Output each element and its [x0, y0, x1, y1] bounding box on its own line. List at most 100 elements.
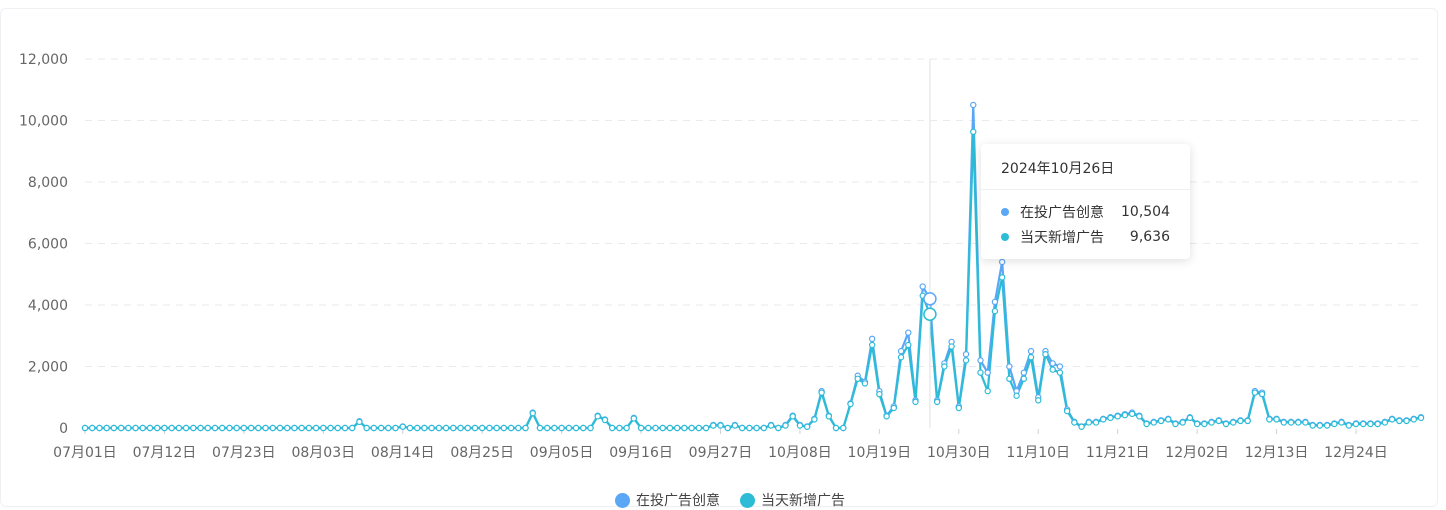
legend-item-series-1[interactable]: 在投广告创意: [615, 490, 720, 510]
chart-tooltip: 2024年10月26日 在投广告创意 10,504 当天新增广告 9,636: [981, 144, 1190, 259]
x-tick-label: 11月10日: [1006, 445, 1070, 461]
data-point: [572, 424, 580, 432]
data-point: [948, 343, 955, 350]
data-point: [1338, 419, 1345, 426]
data-point: [1309, 422, 1316, 429]
data-point: [811, 416, 818, 423]
data-point: [1367, 420, 1374, 428]
data-point: [1172, 420, 1179, 428]
data-point: [558, 424, 565, 432]
x-axis: 07月01日 07月12日 07月23日 08月03日 08月14日 08月25日 09月0…: [53, 429, 1388, 461]
x-tick-label: 12月13日: [1245, 445, 1309, 461]
data-point: [630, 415, 638, 422]
data-point: [377, 424, 385, 432]
grid-lines: [85, 58, 1421, 367]
data-point: [1381, 419, 1389, 426]
data-point: [608, 424, 616, 432]
data-point: [1266, 416, 1273, 423]
data-point: [312, 424, 320, 432]
data-point: [753, 424, 760, 432]
data-point: [1403, 417, 1410, 425]
y-tick-label: 2,000: [28, 360, 68, 376]
y-tick-label: 4,000: [28, 298, 68, 314]
data-point: [428, 424, 435, 432]
data-point: [1143, 420, 1150, 428]
data-point: [818, 389, 825, 396]
data-point: [154, 424, 161, 432]
data-point: [637, 424, 645, 432]
data-point: [825, 413, 833, 420]
data-point: [478, 424, 486, 432]
data-point: [464, 424, 471, 432]
tooltip-divider: [981, 189, 1190, 190]
data-point: [493, 424, 500, 432]
data-point: [803, 423, 811, 430]
data-point: [977, 357, 984, 364]
x-tick-label: 08月25日: [450, 445, 514, 461]
x-tick-label: 10月19日: [848, 445, 912, 461]
data-point: [370, 424, 378, 432]
data-point: [146, 424, 154, 432]
data-point: [442, 424, 450, 432]
data-point: [1323, 422, 1331, 429]
data-point: [276, 424, 284, 432]
data-point: [890, 404, 898, 412]
data-point: [298, 424, 305, 432]
data-point: [912, 398, 919, 406]
data-point: [1056, 363, 1064, 370]
y-tick-label: 12,000: [19, 52, 68, 68]
data-point: [1388, 416, 1396, 423]
data-point: [1056, 369, 1064, 376]
legend-item-series-2[interactable]: 当天新增广告: [740, 490, 845, 510]
data-point: [962, 357, 970, 364]
data-point: [1100, 416, 1107, 423]
data-point: [161, 424, 168, 432]
data-point: [363, 424, 370, 432]
data-point: [1208, 419, 1215, 426]
tooltip-date: 2024年10月26日: [1001, 161, 1115, 177]
data-point: [1157, 417, 1165, 425]
data-point: [1107, 414, 1114, 422]
data-point: [522, 424, 529, 432]
data-point: [998, 258, 1006, 266]
data-point: [1063, 407, 1071, 415]
data-point: [1049, 366, 1056, 373]
data-point: [1287, 419, 1295, 426]
y-axis: 0 2,000 4,000 6,000 8,000 10,000 12,000: [19, 52, 68, 437]
data-point: [117, 424, 125, 432]
data-point: [211, 424, 219, 432]
data-point: [139, 424, 146, 432]
series-lines: [85, 103, 1422, 430]
data-point: [255, 424, 262, 432]
data-point: [970, 101, 977, 109]
y-tick-label: 6,000: [28, 237, 68, 253]
data-point: [1128, 410, 1136, 418]
tooltip-series-2-value: 9,636: [1129, 229, 1170, 245]
data-point: [1049, 360, 1056, 367]
x-tick-label: 10月30日: [927, 445, 991, 461]
data-point: [413, 424, 421, 432]
data-point: [1280, 419, 1287, 426]
data-point: [594, 413, 601, 420]
x-tick-label: 08月03日: [291, 445, 355, 461]
data-point: [919, 283, 926, 290]
data-point: [868, 335, 876, 343]
data-point: [1230, 419, 1237, 426]
x-tick-label: 07月12日: [133, 445, 197, 461]
data-point: [1078, 423, 1085, 430]
data-point: [1006, 375, 1013, 382]
data-point: [1244, 417, 1251, 425]
tooltip-row-series-1: 在投广告创意 10,504: [1001, 202, 1170, 222]
data-point: [767, 422, 775, 429]
data-point: [103, 424, 110, 432]
data-point: [1295, 419, 1302, 426]
data-point: [334, 424, 341, 432]
x-tick-label: 07月01日: [53, 445, 117, 461]
data-point: [1201, 420, 1208, 428]
data-point: [457, 424, 464, 432]
data-point: [565, 424, 573, 432]
data-point: [673, 424, 681, 432]
data-point: [897, 347, 905, 355]
data-point: [970, 128, 977, 135]
x-tick-label: 10月08日: [768, 445, 832, 461]
